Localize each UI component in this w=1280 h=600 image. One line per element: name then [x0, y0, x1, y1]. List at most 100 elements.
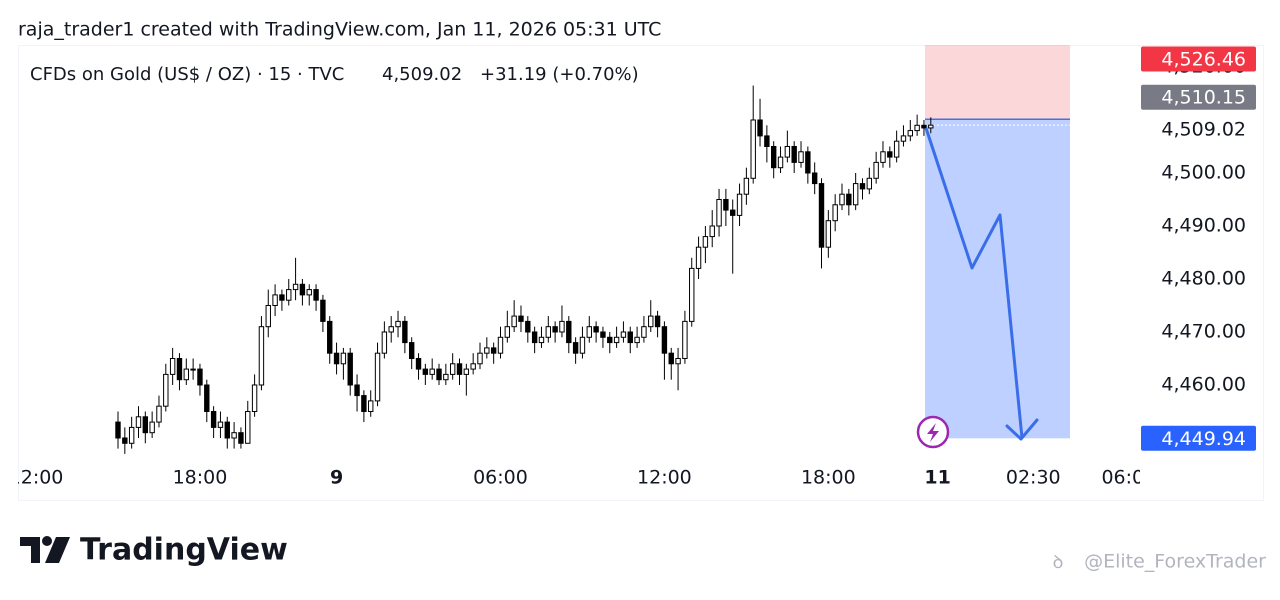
candle-body — [607, 336, 613, 344]
candle-body — [238, 432, 244, 444]
candle-body — [689, 267, 695, 322]
x-tick-label: 11 — [924, 467, 950, 489]
candle-body — [142, 416, 149, 434]
candle-body — [818, 183, 825, 248]
candle-body — [190, 368, 196, 371]
legend-price: 4,509.02 — [382, 64, 462, 85]
y-tick-label: 4,470.00 — [1161, 320, 1246, 342]
candle-body — [579, 336, 586, 354]
candle-body — [231, 432, 237, 439]
candle-body — [593, 326, 599, 333]
candle-body — [176, 357, 183, 381]
legend-bg — [20, 58, 650, 92]
target-zone — [925, 119, 1070, 439]
y-tick-label: 4,490.00 — [1161, 214, 1246, 236]
candle-body — [210, 410, 217, 428]
candle-body — [545, 326, 551, 338]
x-tick-label: 06:00 — [473, 467, 528, 489]
candle-body — [327, 320, 333, 354]
candle-body — [641, 326, 647, 338]
candle-body — [388, 326, 394, 333]
candle-body — [149, 421, 155, 434]
candle-body — [135, 416, 142, 428]
candle-body — [880, 151, 886, 163]
candle-body — [525, 320, 531, 333]
candle-body — [128, 426, 135, 444]
y-tick-label: 4,480.00 — [1161, 267, 1246, 289]
candle-body — [415, 357, 422, 370]
price-tag — [1141, 84, 1256, 110]
arrow-head — [1005, 418, 1039, 441]
candle-body — [777, 156, 784, 169]
candle-body — [224, 421, 230, 439]
arrow-path — [924, 127, 1024, 439]
watermark: @Elite_ForexTrader — [1084, 551, 1266, 573]
candle-body — [484, 347, 490, 354]
candles — [115, 85, 934, 454]
candle-body — [340, 352, 347, 365]
candle-body — [811, 172, 818, 185]
candle-body — [245, 410, 251, 444]
candle-body — [395, 320, 401, 328]
candle-body — [251, 384, 258, 412]
candle-body — [873, 161, 879, 179]
candle-body — [518, 315, 524, 322]
candle-body — [620, 331, 627, 338]
logo-mark-t — [20, 537, 40, 563]
candle-body — [265, 304, 271, 328]
candle-body — [566, 320, 572, 344]
last-price-bg — [1141, 118, 1256, 141]
candle-body — [497, 336, 504, 354]
icon-bolt — [927, 423, 939, 442]
x-tick-label: 9 — [330, 467, 343, 489]
candle-body — [572, 342, 579, 354]
candle-body — [750, 119, 756, 179]
candle-body — [299, 283, 306, 296]
candle-body — [552, 326, 558, 333]
candle-body — [784, 145, 791, 158]
logo-text: TradingView — [80, 533, 288, 568]
position-tool — [925, 45, 1070, 439]
candle-body — [402, 320, 408, 344]
candle-body — [408, 342, 415, 359]
candle-body — [163, 373, 169, 407]
candle-body — [634, 336, 640, 344]
candle-body — [682, 320, 688, 359]
candle-body — [702, 236, 709, 248]
candle-body — [204, 384, 210, 412]
candle-body — [347, 352, 353, 386]
legend-symbol: CFDs on Gold (US$ / OZ) · 15 · TVC — [30, 64, 344, 85]
candle-body — [893, 140, 900, 158]
price-tag-label: 4,510.15 — [1161, 87, 1246, 109]
x-tick-label: 02:30 — [1006, 467, 1061, 489]
candle-body — [839, 193, 845, 206]
candle-body — [757, 119, 763, 137]
candle-body — [381, 331, 388, 354]
legend-change: +31.19 (+0.70%) — [480, 64, 639, 85]
candle-body — [538, 336, 545, 344]
watermark-icon: ꝺ — [1053, 552, 1064, 573]
last-price-label: 4,509.02 — [1161, 119, 1246, 141]
candle-body — [613, 336, 620, 344]
candle-body — [443, 373, 449, 381]
candle-body — [675, 357, 681, 365]
candle-body — [668, 352, 674, 365]
candle-body — [859, 183, 866, 190]
candle-body — [770, 145, 777, 169]
candle-body — [730, 209, 736, 216]
candle-body — [258, 326, 265, 386]
candle-body — [914, 124, 920, 132]
price-tag — [1141, 46, 1256, 72]
time-scale: 12:00 18:00 9 06:00 12:00 18:00 11 02:30 06:00 — [18, 467, 1156, 489]
candle-body — [709, 225, 715, 238]
candle-body — [866, 177, 873, 190]
candle-body — [368, 400, 374, 412]
candle-body — [600, 331, 606, 338]
candle-body — [531, 331, 538, 344]
candle-body — [661, 326, 668, 354]
x-tick-label: 06:00 — [1101, 467, 1156, 489]
candle-body — [736, 193, 743, 216]
candle-body — [183, 368, 189, 381]
candle-body — [463, 368, 470, 375]
